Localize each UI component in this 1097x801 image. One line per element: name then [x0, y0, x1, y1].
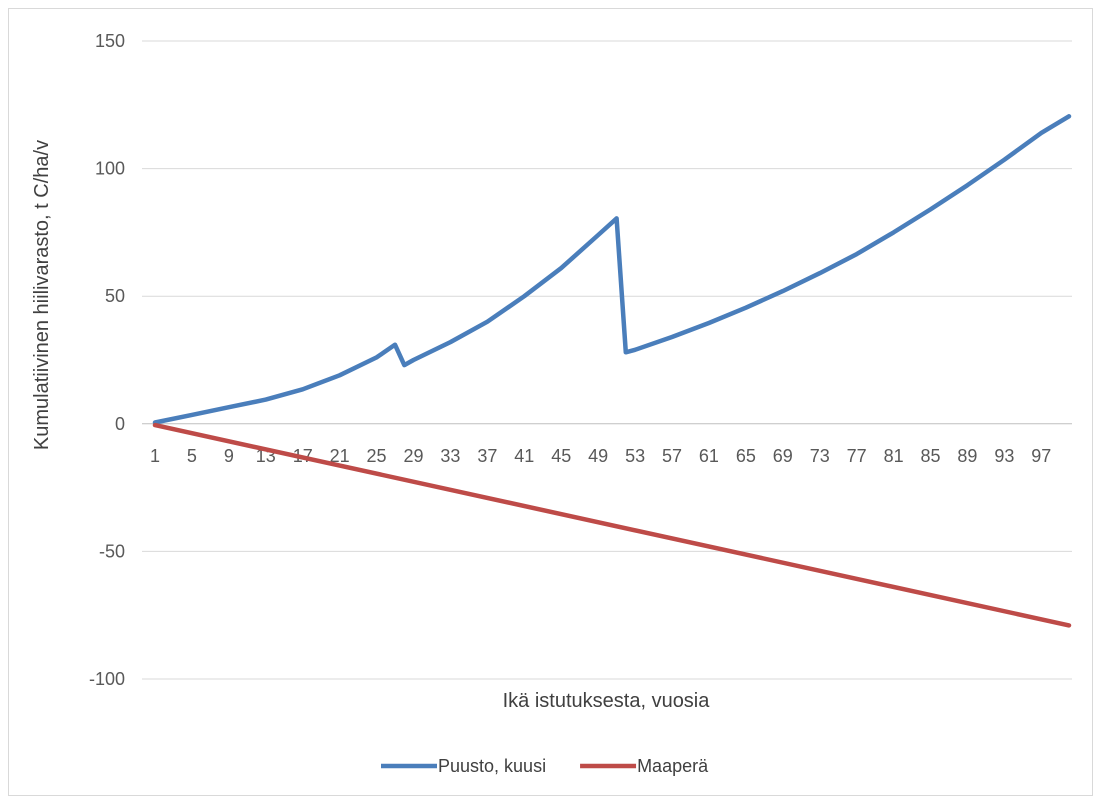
- x-tick-label: 69: [773, 446, 793, 466]
- y-tick-label: -50: [99, 541, 125, 561]
- x-tick-label: 89: [957, 446, 977, 466]
- x-tick-label: 41: [514, 446, 534, 466]
- x-tick-label: 53: [625, 446, 645, 466]
- x-tick-label: 21: [330, 446, 350, 466]
- x-tick-label: 25: [367, 446, 387, 466]
- x-tick-labels: 1 5 9 13 17 21 25 29 33 37 41 45 49 53 57 61 65 69 73 77 81 8…: [150, 446, 1051, 466]
- y-axis-title: Kumulatiivinen hiilivarasto, t C/ha/v: [31, 140, 53, 450]
- x-tick-label: 73: [810, 446, 830, 466]
- x-tick-label: 61: [699, 446, 719, 466]
- legend-label-2: Maaperä: [637, 756, 709, 776]
- y-tick-label: 0: [115, 414, 125, 434]
- legend-label-1: Puusto, kuusi: [438, 756, 546, 776]
- y-tick-label: 150: [95, 31, 125, 51]
- x-tick-label: 81: [884, 446, 904, 466]
- legend: Puusto, kuusi Maaperä: [381, 756, 709, 776]
- x-tick-label: 29: [403, 446, 423, 466]
- y-tick-label: 50: [105, 286, 125, 306]
- x-axis-title: Ikä istutuksesta, vuosia: [503, 690, 711, 712]
- x-tick-label: 57: [662, 446, 682, 466]
- x-tick-label: 5: [187, 446, 197, 466]
- y-tick-label: 100: [95, 159, 125, 179]
- x-tick-label: 65: [736, 446, 756, 466]
- x-tick-label: 45: [551, 446, 571, 466]
- x-tick-label: 33: [440, 446, 460, 466]
- x-tick-label: 77: [847, 446, 867, 466]
- x-tick-label: 97: [1031, 446, 1051, 466]
- y-tick-label: -100: [89, 669, 125, 689]
- series-line-2: [152, 422, 1072, 628]
- x-tick-label: 37: [477, 446, 497, 466]
- series-line-1: [152, 114, 1072, 425]
- x-tick-label: 85: [920, 446, 940, 466]
- chart-frame: -100 -50 0 50 100 150 1 5 9 13 17 21 25 29 33 37 41 45 49…: [8, 8, 1093, 796]
- series-lines: [152, 114, 1072, 628]
- gridlines: [142, 40, 1072, 680]
- x-tick-label: 93: [994, 446, 1014, 466]
- x-tick-label: 49: [588, 446, 608, 466]
- x-tick-label: 9: [224, 446, 234, 466]
- x-tick-label: 1: [150, 446, 160, 466]
- y-tick-labels: -100 -50 0 50 100 150: [89, 31, 125, 689]
